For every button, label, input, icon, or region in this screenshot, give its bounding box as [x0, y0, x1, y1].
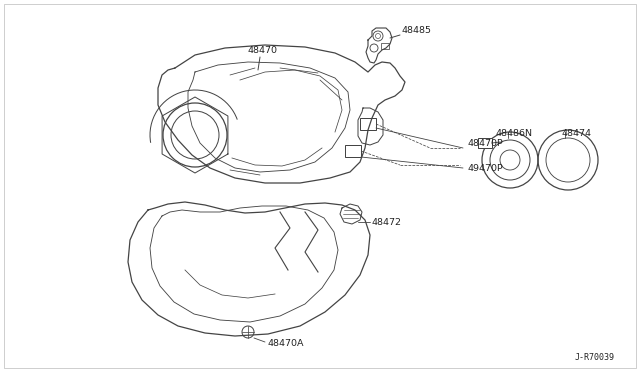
Text: 48470A: 48470A — [268, 339, 305, 347]
Text: 48472: 48472 — [372, 218, 402, 227]
Bar — [345, 145, 361, 157]
Text: 48474: 48474 — [562, 128, 592, 138]
Text: 48485: 48485 — [402, 26, 432, 35]
Text: 48486N: 48486N — [495, 128, 532, 138]
Bar — [478, 138, 492, 148]
Text: 48470: 48470 — [248, 45, 278, 55]
Bar — [381, 43, 389, 49]
Text: 48470P: 48470P — [468, 138, 504, 148]
Text: 49470P: 49470P — [468, 164, 504, 173]
Bar — [360, 118, 376, 130]
Text: J-R70039: J-R70039 — [575, 353, 615, 362]
